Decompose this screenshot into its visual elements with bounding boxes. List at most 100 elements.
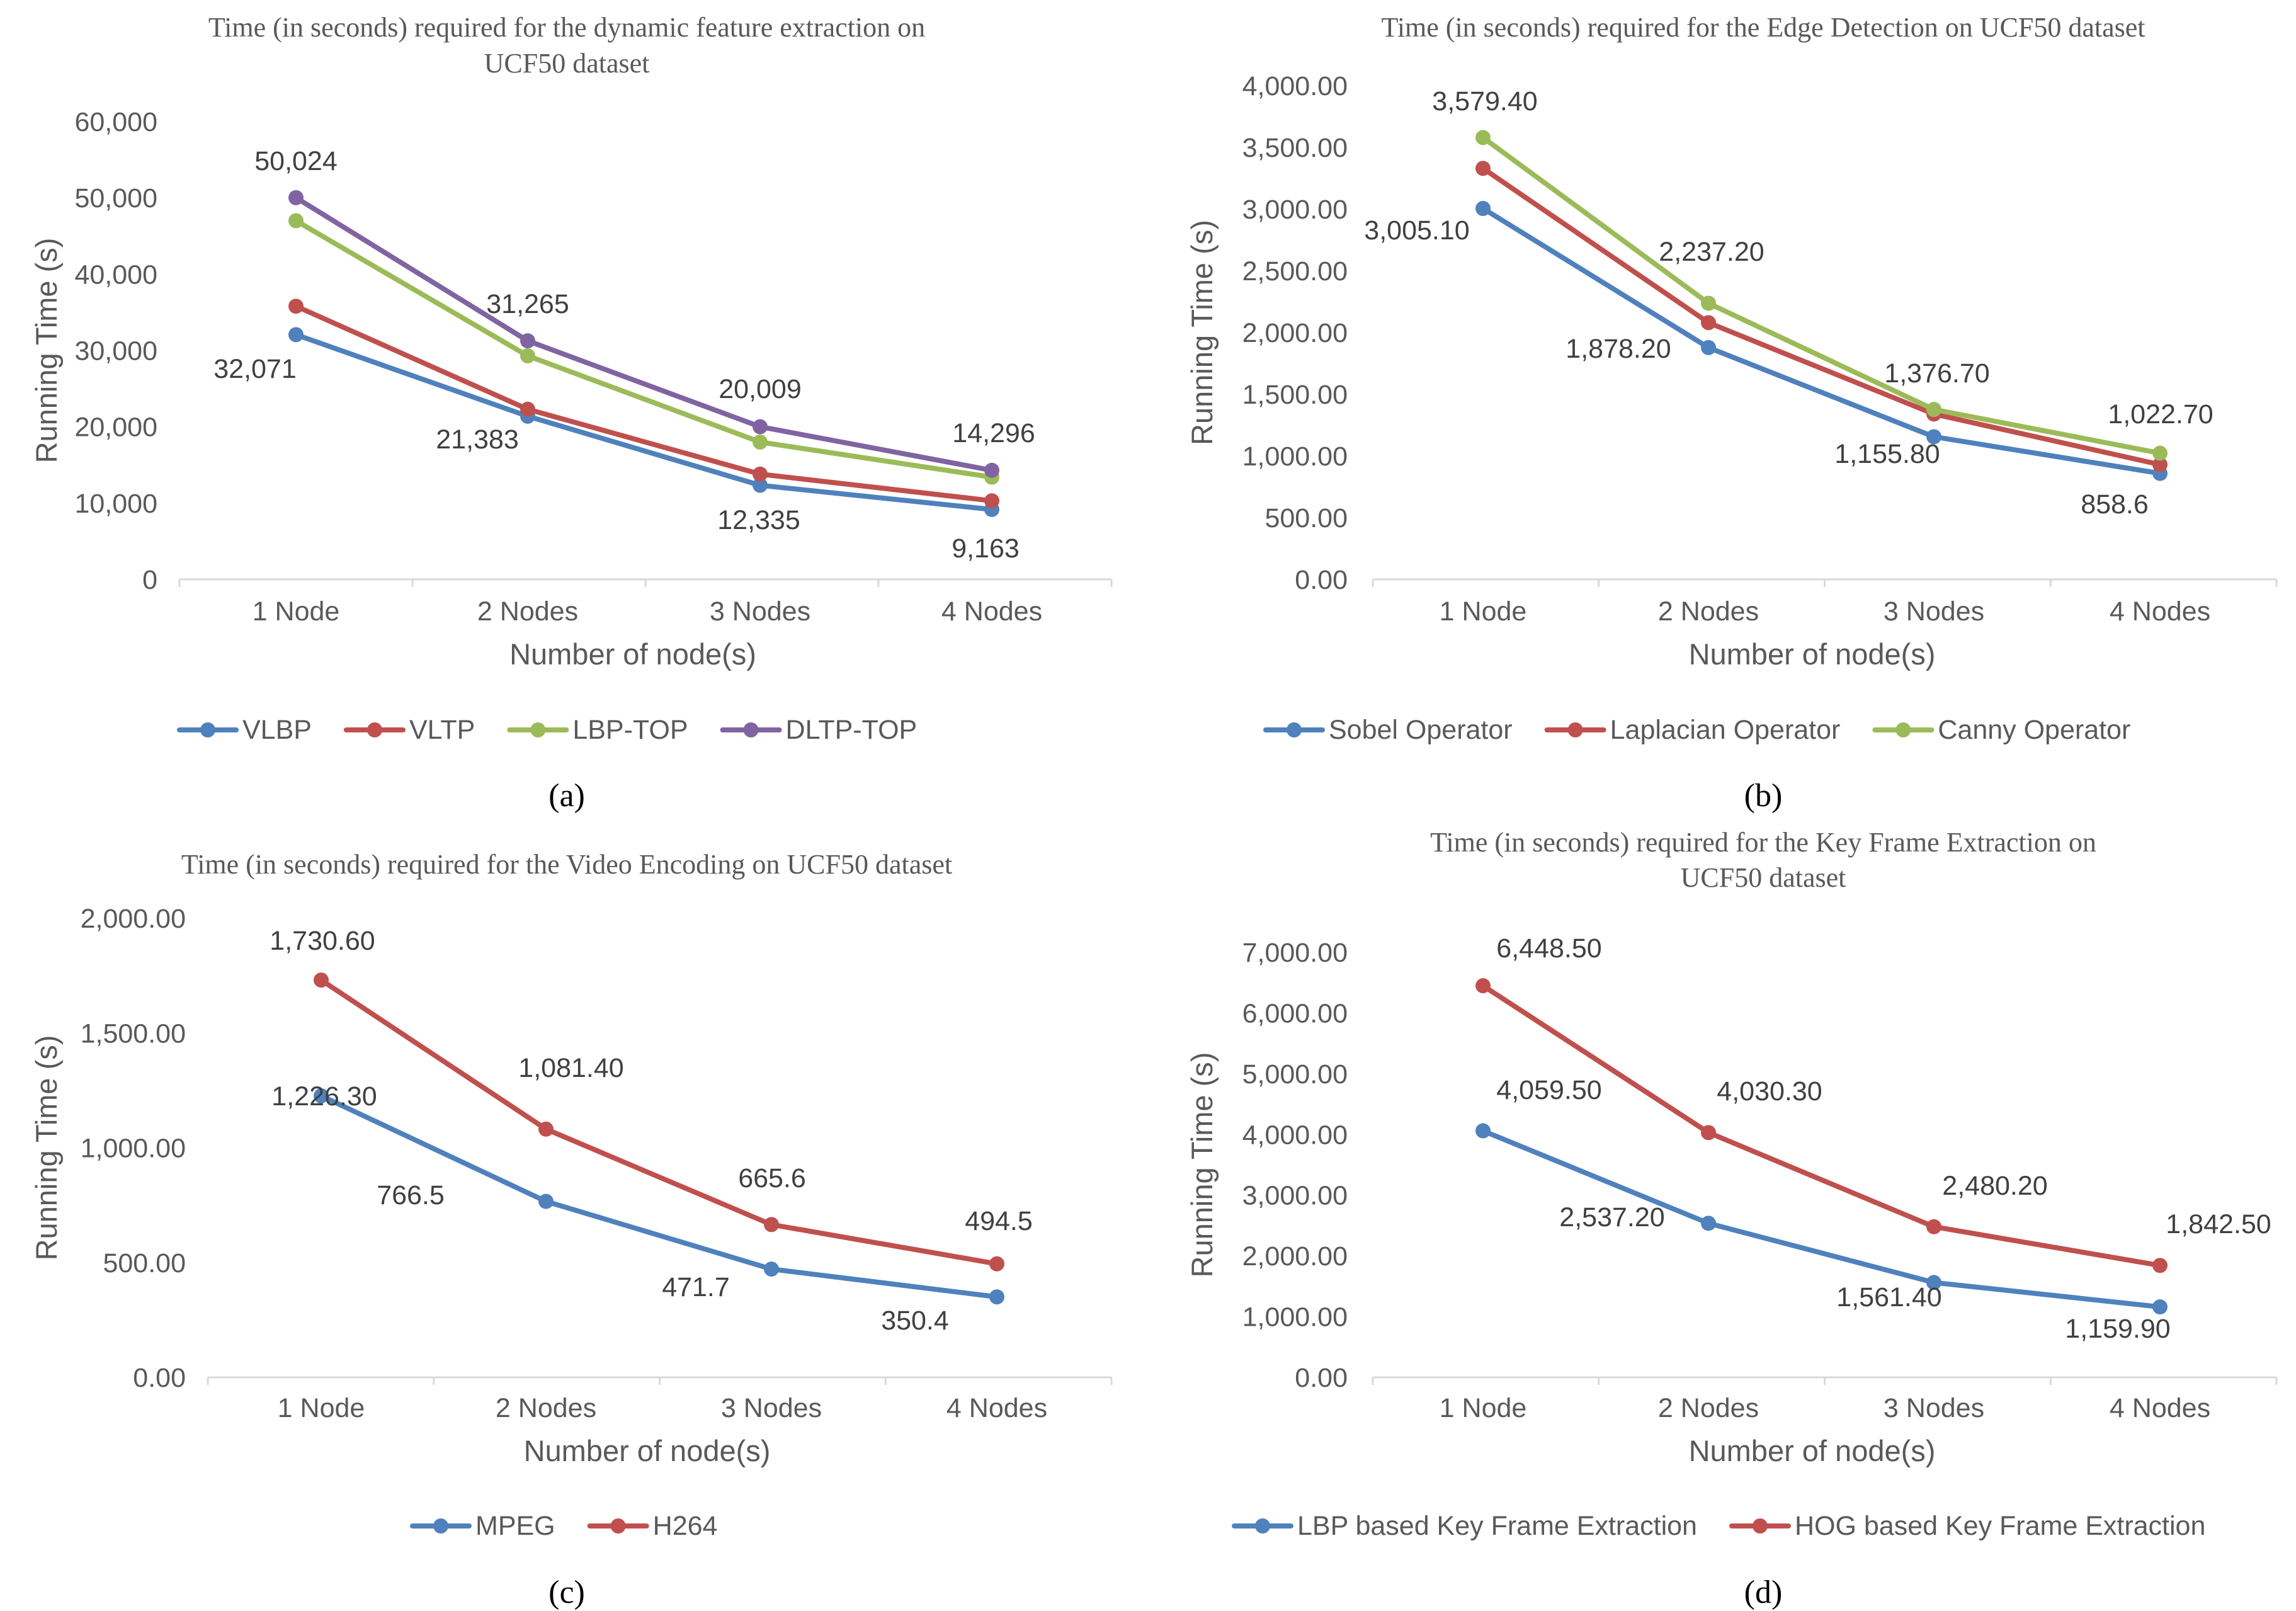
legend: MPEG H264 xyxy=(410,1511,718,1541)
data-label: 1,022.70 xyxy=(2108,399,2213,430)
series-vltp xyxy=(288,299,999,509)
data-point xyxy=(288,299,304,314)
series-line xyxy=(1480,206,2162,476)
data-point xyxy=(2152,445,2168,461)
series-line xyxy=(319,1093,999,1300)
legend-marker xyxy=(610,1518,626,1534)
y-axis-title: Running Time (s) xyxy=(1185,1052,1219,1278)
legend-label: DLTP-TOP xyxy=(786,715,918,745)
data-point xyxy=(989,1256,1004,1272)
data-label: 665.6 xyxy=(738,1163,806,1193)
y-tick-label: 1,500.00 xyxy=(81,1018,186,1049)
series-line xyxy=(319,977,999,1267)
legend-item: VLTP xyxy=(343,715,475,745)
legend: Sobel Operator Laplacian Operator Canny Op… xyxy=(1263,715,2130,745)
data-point xyxy=(753,434,768,450)
series-sobel-operator: 3,005.10 1,878.20 1,155.80 858.6 xyxy=(1364,201,2168,520)
data-label: 20,009 xyxy=(719,374,802,404)
data-point xyxy=(1926,1219,1941,1234)
data-point xyxy=(2152,1299,2168,1315)
y-tick-label: 3,000.00 xyxy=(1242,1181,1348,1211)
panel-caption: (a) xyxy=(548,778,585,814)
x-tick-label: 2 Nodes xyxy=(1658,1393,1759,1423)
data-label: 50,024 xyxy=(254,146,338,176)
data-label: 21,383 xyxy=(436,424,519,455)
legend-marker xyxy=(1752,1518,1768,1534)
data-point xyxy=(288,190,304,205)
y-axis-title: Running Time (s) xyxy=(30,1035,63,1261)
data-point xyxy=(984,493,999,509)
data-label: 1,081.40 xyxy=(518,1053,623,1083)
y-tick-label: 4,000.00 xyxy=(1242,71,1348,101)
data-point xyxy=(764,1217,779,1232)
data-point xyxy=(288,327,304,343)
y-tick-label: 30,000 xyxy=(74,336,157,367)
data-point xyxy=(520,401,535,417)
chart-1: Time (in seconds) required for the Edge … xyxy=(1185,12,2278,814)
y-tick-label: 5,000.00 xyxy=(1242,1059,1348,1090)
chart-0: Time (in seconds) required for the dynam… xyxy=(30,12,1113,814)
series-line xyxy=(293,218,994,480)
data-label: 1,878.20 xyxy=(1566,334,1671,364)
data-label: 6,448.50 xyxy=(1496,933,1601,964)
x-tick-label: 1 Node xyxy=(253,596,340,627)
legend-marker xyxy=(1895,722,1911,737)
data-point xyxy=(1701,315,1716,331)
data-point xyxy=(984,462,999,478)
data-label: 4,030.30 xyxy=(1717,1076,1822,1107)
data-label: 2,537.20 xyxy=(1559,1202,1664,1232)
legend-label: LBP-TOP xyxy=(572,715,688,745)
y-tick-label: 2,500.00 xyxy=(1242,256,1348,287)
x-tick-label: 4 Nodes xyxy=(946,1393,1047,1423)
y-tick-label: 3,500.00 xyxy=(1242,133,1348,163)
data-label: 766.5 xyxy=(377,1180,445,1210)
data-point xyxy=(520,348,535,363)
series-vlbp: 32,071 21,383 12,335 9,163 xyxy=(213,327,1020,564)
data-point xyxy=(538,1193,554,1209)
panel-caption: (b) xyxy=(1744,778,1783,814)
x-tick-label: 3 Nodes xyxy=(721,1393,822,1423)
data-point xyxy=(989,1289,1004,1305)
legend-item: VLBP xyxy=(177,715,312,745)
data-label: 3,005.10 xyxy=(1364,215,1469,246)
y-tick-label: 500.00 xyxy=(103,1248,186,1278)
data-point xyxy=(1475,161,1491,176)
data-point xyxy=(1701,1125,1716,1141)
legend-item: Laplacian Operator xyxy=(1544,715,1840,745)
legend-label: MPEG xyxy=(475,1511,555,1541)
data-point xyxy=(1475,1123,1491,1139)
x-tick-label: 2 Nodes xyxy=(477,596,578,627)
data-label: 1,376.70 xyxy=(1884,358,1989,389)
chart-title: UCF50 dataset xyxy=(484,48,650,79)
y-tick-label: 3,000.00 xyxy=(1242,195,1348,225)
legend-label: H264 xyxy=(653,1511,718,1541)
series-line xyxy=(293,332,994,512)
legend-label: LBP based Key Frame Extraction xyxy=(1297,1511,1697,1541)
data-point xyxy=(2152,1258,2168,1273)
legend-marker xyxy=(530,722,546,737)
y-axis-title: Running Time (s) xyxy=(1185,220,1219,445)
x-tick-label: 1 Node xyxy=(1440,1393,1527,1423)
legend-item: Sobel Operator xyxy=(1263,715,1513,745)
y-tick-label: 60,000 xyxy=(74,107,157,137)
legend-label: Sobel Operator xyxy=(1329,715,1513,745)
data-label: 1,730.60 xyxy=(270,926,375,956)
data-point xyxy=(2152,457,2168,472)
data-label: 1,561.40 xyxy=(1836,1282,1941,1312)
chart-title: UCF50 dataset xyxy=(1681,862,1846,893)
data-label: 3,579.40 xyxy=(1432,86,1537,117)
series-dltp-top: 50,024 31,265 20,009 14,296 xyxy=(254,146,1035,478)
panel-caption: (d) xyxy=(1744,1574,1783,1610)
data-point xyxy=(753,477,768,493)
legend-item: LBP based Key Frame Extraction xyxy=(1232,1511,1697,1541)
x-tick-label: 3 Nodes xyxy=(1884,1393,1984,1423)
data-point xyxy=(753,419,768,435)
series-line xyxy=(1480,135,2162,456)
data-point xyxy=(288,213,304,229)
legend-item: LBP-TOP xyxy=(507,715,688,745)
data-point xyxy=(1701,339,1716,355)
data-point xyxy=(1475,130,1491,145)
y-tick-label: 1,500.00 xyxy=(1242,380,1348,410)
x-tick-label: 3 Nodes xyxy=(710,596,810,627)
data-point xyxy=(314,972,329,988)
